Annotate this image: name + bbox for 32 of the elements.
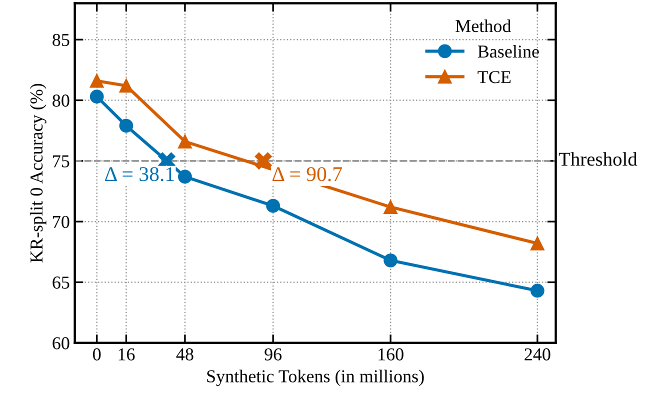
y-tick-label: 75	[53, 155, 70, 168]
legend-label: TCE	[478, 71, 511, 84]
y-tick-label: 70	[53, 216, 70, 228]
y-tick-label: 85	[52, 34, 70, 46]
point	[266, 198, 280, 213]
point	[254, 152, 272, 170]
legend-title: Method	[456, 19, 512, 32]
point	[178, 134, 192, 148]
point	[384, 253, 398, 268]
ref-line-label: Threshold	[558, 152, 638, 166]
y-tick-label: 65	[52, 276, 70, 289]
annotation: Δ = 38.1	[105, 167, 174, 182]
legend-label: Baseline	[478, 44, 539, 58]
point	[384, 200, 398, 214]
x-tick-label: 0	[93, 348, 101, 360]
point	[119, 118, 134, 133]
y-axis-title: KR-split 0 Accuracy (%)	[30, 84, 46, 263]
point	[530, 236, 544, 250]
x-tick-label: 160	[378, 348, 404, 360]
y-tick-label: 60	[52, 337, 70, 350]
point	[530, 284, 544, 298]
point	[178, 170, 192, 184]
x-axis-title: Synthetic Tokens (in millions)	[207, 370, 424, 386]
x-tick-label: 48	[176, 348, 194, 360]
x-tick-label: 96	[264, 348, 282, 360]
y-tick-label: 80	[52, 94, 70, 107]
point	[90, 74, 104, 88]
point	[119, 78, 134, 93]
x-tick-label: 240	[524, 348, 550, 360]
point	[90, 90, 104, 104]
x-tick-label: 16	[118, 348, 135, 360]
annotation: Δ = 90.7	[272, 167, 342, 182]
